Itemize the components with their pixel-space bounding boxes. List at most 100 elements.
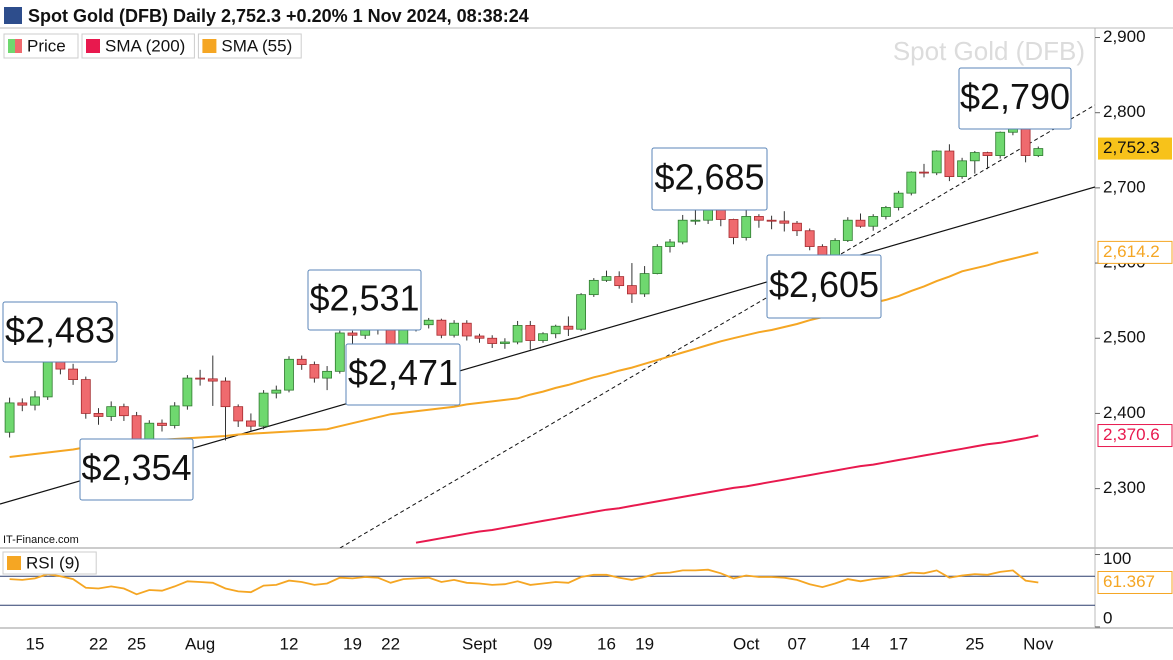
candle-body — [652, 246, 663, 274]
y-tick-label: 2,900 — [1103, 27, 1146, 46]
candle-body — [792, 222, 802, 232]
annotation-box — [307, 269, 422, 331]
candle-body — [131, 415, 142, 441]
candle-body — [55, 361, 66, 370]
candle-body — [830, 240, 840, 257]
candle-body — [499, 341, 510, 344]
x-tick-label: Nov — [1023, 634, 1054, 653]
candle-body — [182, 377, 193, 407]
x-tick-label: Oct — [733, 634, 760, 653]
candle-body — [639, 273, 650, 295]
legend-label: RSI (9) — [26, 553, 80, 572]
legend-box — [2, 551, 97, 575]
candle-body — [309, 364, 320, 379]
candle-body — [436, 319, 447, 336]
candle-body — [906, 171, 917, 194]
y-tick-label: 2,700 — [1103, 177, 1146, 196]
sma-tag — [1097, 424, 1173, 448]
y-tick-label: 2,400 — [1103, 403, 1146, 422]
x-tick-label: 22 — [89, 634, 108, 653]
annotation: $2,605 — [769, 264, 879, 305]
candle-body — [512, 325, 523, 343]
x-tick-label: 25 — [127, 634, 146, 653]
price-tag — [1098, 137, 1172, 160]
legend-swatch — [7, 556, 21, 570]
candle-body — [157, 422, 167, 426]
candle-body — [461, 322, 472, 337]
candle-body — [919, 171, 929, 174]
candle-body — [881, 207, 891, 217]
candle-body — [347, 332, 358, 336]
watermark: Spot Gold (DFB) — [893, 36, 1085, 66]
x-tick-label: 19 — [343, 634, 362, 653]
candle-body — [703, 208, 713, 221]
sma-line — [415, 434, 1039, 544]
candle-body — [271, 389, 282, 394]
candle-body — [969, 152, 980, 162]
annotation: $2,483 — [5, 310, 115, 351]
candle-body — [677, 219, 688, 243]
x-tick-label: 14 — [851, 634, 870, 653]
sma-tag — [1097, 240, 1173, 264]
annotation: $2,790 — [960, 76, 1070, 117]
legend-swatch — [15, 39, 22, 53]
candle-body — [931, 150, 942, 174]
candle-body — [779, 220, 790, 224]
candle-body — [284, 358, 294, 391]
candle-body — [728, 219, 739, 238]
candle-body — [144, 422, 155, 441]
candle-body — [1033, 148, 1044, 156]
legend-swatch — [8, 39, 15, 53]
x-tick-label: Aug — [185, 634, 215, 653]
candle-body — [17, 402, 28, 406]
x-tick-label: 15 — [26, 634, 45, 653]
candle-body — [487, 337, 498, 344]
candle-body — [233, 406, 244, 422]
y-tick-label: 100 — [1103, 549, 1131, 568]
annotation-box — [79, 438, 194, 501]
candle-body — [868, 216, 879, 227]
rsi-tag — [1097, 570, 1173, 594]
sma-tag-label: 2,370.6 — [1103, 425, 1160, 444]
legend-swatch — [86, 39, 100, 53]
y-tick-label: 2,300 — [1103, 478, 1146, 497]
candle-body — [423, 319, 434, 326]
candle-body — [550, 325, 561, 335]
candle-body — [754, 216, 764, 221]
candle-body — [296, 358, 307, 365]
legend-label: Price — [27, 36, 66, 55]
x-tick-label: 25 — [965, 634, 984, 653]
candle-body — [563, 325, 574, 330]
annotation: $2,354 — [81, 447, 191, 488]
price-tag-label: 2,752.3 — [1103, 138, 1160, 157]
x-tick-label: 22 — [381, 634, 400, 653]
legend-label: SMA (200) — [105, 36, 185, 55]
header-icon — [4, 7, 22, 24]
annotation-box — [651, 147, 768, 211]
candle-body — [80, 379, 91, 414]
legend-box — [81, 33, 195, 59]
candle-body — [220, 380, 231, 408]
candle-body — [982, 152, 993, 156]
y-tick-label: 0 — [1103, 608, 1112, 627]
annotation: $2,685 — [654, 157, 764, 198]
candle-body — [474, 335, 485, 339]
annotation-box — [345, 343, 461, 406]
rsi-line — [9, 568, 1039, 596]
y-tick-label: 2,800 — [1103, 102, 1146, 121]
candle-body — [4, 402, 15, 433]
candle-body — [855, 219, 866, 227]
candle-body — [42, 361, 53, 398]
legend-label: SMA (55) — [221, 36, 292, 55]
candle-body — [195, 377, 206, 380]
candle-body — [893, 192, 904, 208]
candle-body — [995, 131, 1006, 156]
x-tick-label: 12 — [280, 634, 299, 653]
x-tick-label: 19 — [635, 634, 654, 653]
candle-body — [690, 219, 701, 222]
candle-body — [106, 406, 117, 417]
candle-body — [715, 208, 726, 220]
candle-body — [322, 370, 333, 379]
x-tick-label: 16 — [597, 634, 616, 653]
